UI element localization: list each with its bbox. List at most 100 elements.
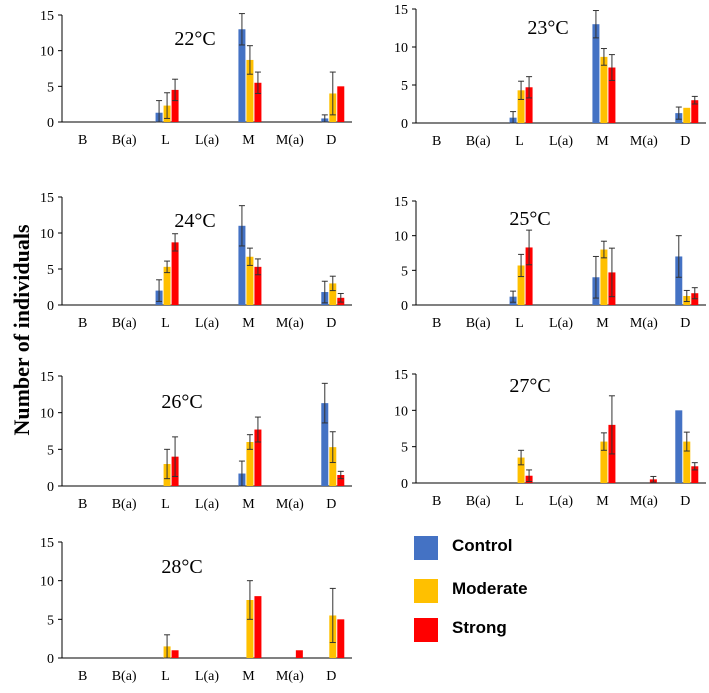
x-tick-label: M(a) xyxy=(630,316,658,331)
bar-control xyxy=(675,256,683,305)
legend-label-control: Control xyxy=(452,536,513,555)
x-tick-label: L(a) xyxy=(195,669,219,684)
y-tick-label: 0 xyxy=(401,117,408,132)
x-tick-label: L(a) xyxy=(549,316,573,331)
y-tick-label: 15 xyxy=(40,191,54,206)
y-tick-label: 0 xyxy=(47,116,54,131)
y-tick-label: 0 xyxy=(401,299,408,314)
bar-moderate xyxy=(246,59,254,122)
x-tick-label: B xyxy=(432,494,441,509)
legend-swatch-control xyxy=(414,536,438,560)
y-tick-label: 10 xyxy=(394,404,408,419)
panel-title: 26°C xyxy=(161,391,202,413)
bar-moderate xyxy=(517,457,525,483)
bar-control xyxy=(321,403,329,486)
x-tick-label: M(a) xyxy=(276,497,304,512)
x-tick-label: L(a) xyxy=(195,497,219,512)
y-tick-label: 15 xyxy=(40,536,54,551)
y-tick-label: 5 xyxy=(47,263,54,278)
y-tick-label: 5 xyxy=(47,613,54,628)
y-tick-label: 15 xyxy=(394,195,408,210)
legend-item-control: Control xyxy=(414,535,694,563)
bar-moderate xyxy=(600,56,608,123)
x-tick-label: M(a) xyxy=(276,669,304,684)
x-tick-label: M xyxy=(242,669,255,684)
panel-title: 28°C xyxy=(161,556,202,578)
y-tick-label: 15 xyxy=(394,368,408,383)
legend: Control Moderate Strong xyxy=(414,535,694,645)
panel-title: 24°C xyxy=(174,210,215,232)
x-tick-label: B xyxy=(432,134,441,149)
bar-strong xyxy=(608,67,616,123)
x-tick-label: L(a) xyxy=(549,134,573,149)
bar-strong xyxy=(691,100,699,123)
x-tick-label: B xyxy=(432,316,441,331)
bar-strong xyxy=(337,86,345,122)
y-axis-label: Number of individuals xyxy=(9,224,34,436)
x-tick-label: B(a) xyxy=(466,494,491,509)
y-tick-label: 0 xyxy=(401,477,408,492)
panel-5: 0 5 10 15 26°C B B(a) L L(a) M M(a) D xyxy=(40,370,352,512)
x-tick-label: B xyxy=(78,669,87,684)
y-tick-label: 0 xyxy=(47,299,54,314)
panel-2: 0 5 10 15 23°C B B(a) L L(a) M M(a) D xyxy=(394,3,706,149)
x-tick-label: D xyxy=(326,497,336,512)
y-tick-label: 10 xyxy=(394,41,408,56)
x-tick-label: L xyxy=(161,316,170,331)
x-tick-label: M xyxy=(242,133,255,148)
y-tick-label: 10 xyxy=(40,407,54,422)
x-tick-label: L xyxy=(515,494,524,509)
panel-4: 0 5 10 15 25°C B B(a) L L(a) M M(a) D xyxy=(394,195,706,331)
x-tick-label: B xyxy=(78,133,87,148)
legend-swatch-strong xyxy=(414,618,438,642)
bar-moderate xyxy=(246,442,254,486)
bar-strong xyxy=(171,242,179,305)
y-tick-label: 5 xyxy=(401,79,408,94)
bar-strong xyxy=(254,596,262,658)
x-tick-label: M xyxy=(596,134,609,149)
y-tick-label: 5 xyxy=(401,441,408,456)
x-tick-label: M xyxy=(242,497,255,512)
x-tick-label: B(a) xyxy=(112,497,137,512)
x-tick-label: M(a) xyxy=(276,316,304,331)
panel-title: 23°C xyxy=(527,17,568,39)
panel-1: 0 5 10 15 22°C B B(a) L L(a) M M(a) D xyxy=(40,9,352,148)
y-tick-label: 5 xyxy=(47,80,54,95)
bar-control xyxy=(238,225,246,305)
bar-strong xyxy=(171,650,179,658)
bar-strong xyxy=(691,466,699,483)
x-tick-label: L(a) xyxy=(195,133,219,148)
y-tick-label: 10 xyxy=(394,230,408,245)
x-tick-label: M xyxy=(596,494,609,509)
y-tick-label: 15 xyxy=(394,3,408,18)
bar-strong xyxy=(525,247,533,305)
panel-7: 0 5 10 15 28°C B B(a) L L(a) M M(a) D xyxy=(40,536,352,684)
bar-strong xyxy=(254,82,262,122)
y-tick-label: 5 xyxy=(401,264,408,279)
bar-strong xyxy=(254,266,262,305)
x-tick-label: B(a) xyxy=(466,134,491,149)
x-tick-label: M(a) xyxy=(630,134,658,149)
bar-strong xyxy=(337,475,345,486)
legend-item-strong: Strong xyxy=(414,617,694,645)
y-tick-label: 5 xyxy=(47,443,54,458)
bar-moderate xyxy=(683,107,691,123)
x-tick-label: D xyxy=(680,134,690,149)
y-axis-label-container: Number of individuals xyxy=(0,0,40,688)
x-tick-label: M xyxy=(596,316,609,331)
bar-moderate xyxy=(600,249,608,305)
panel-title: 22°C xyxy=(174,28,215,50)
y-tick-label: 10 xyxy=(40,227,54,242)
x-tick-label: L(a) xyxy=(195,316,219,331)
x-tick-label: M xyxy=(242,316,255,331)
y-tick-label: 10 xyxy=(40,575,54,590)
bar-moderate xyxy=(683,441,691,483)
bar-strong xyxy=(295,650,303,658)
bar-moderate xyxy=(517,265,525,305)
x-tick-label: B(a) xyxy=(466,316,491,331)
x-tick-label: L(a) xyxy=(549,494,573,509)
y-tick-label: 15 xyxy=(40,370,54,385)
legend-label-moderate: Moderate xyxy=(452,579,528,598)
